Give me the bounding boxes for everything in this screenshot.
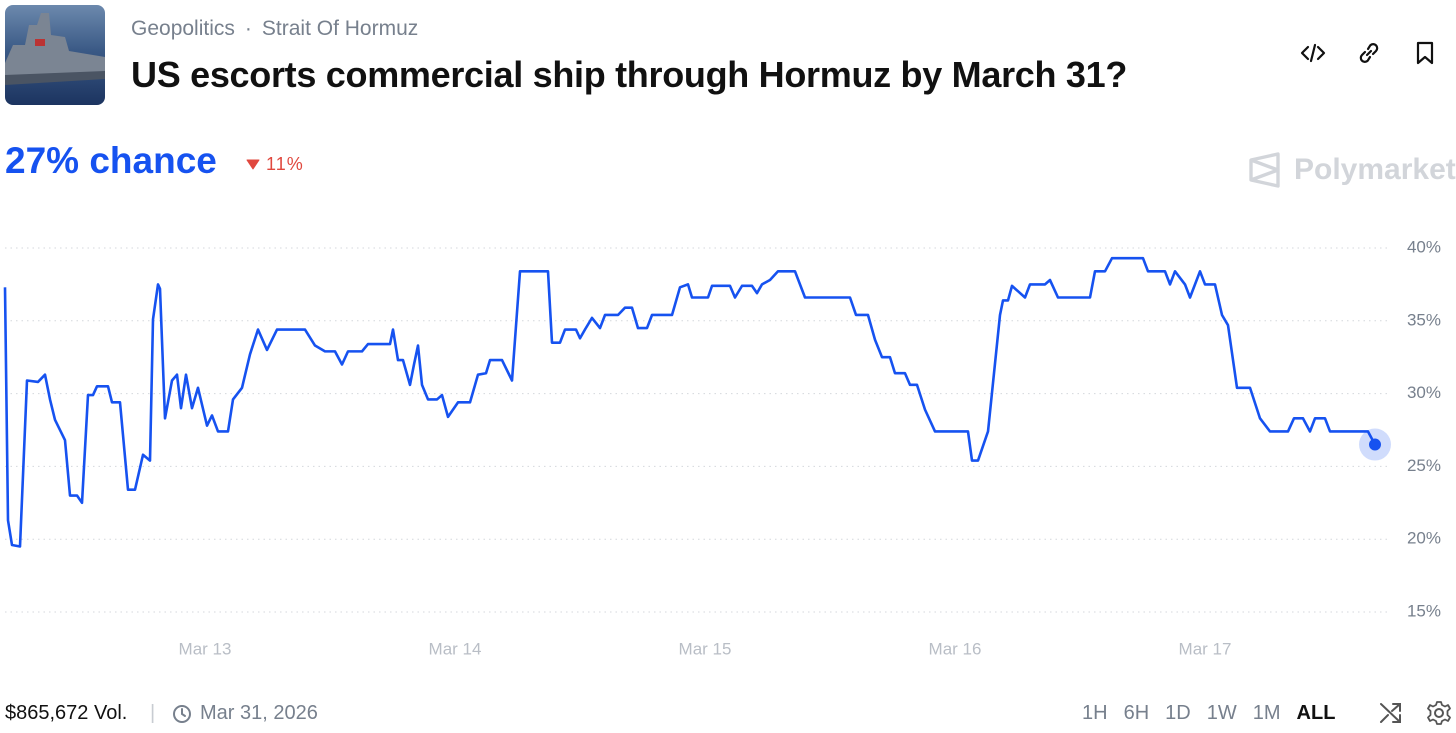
link-button[interactable] bbox=[1356, 40, 1382, 66]
x-tick-label: Mar 13 bbox=[179, 639, 232, 658]
range-selector: 1H 6H 1D 1W 1M ALL bbox=[1082, 702, 1351, 725]
bookmark-button[interactable] bbox=[1412, 40, 1438, 66]
y-tick-label: 35% bbox=[1407, 310, 1441, 329]
range-button[interactable]: 1H bbox=[1082, 702, 1108, 724]
breadcrumb: Geopolitics · Strait Of Hormuz bbox=[131, 17, 418, 41]
separator: · bbox=[244, 17, 252, 40]
change-value: 11% bbox=[266, 154, 304, 174]
y-tick-label: 25% bbox=[1407, 456, 1441, 475]
header-actions bbox=[1300, 40, 1438, 66]
brand-logo bbox=[1249, 152, 1280, 188]
chart-tools bbox=[1378, 700, 1452, 726]
down-arrow bbox=[246, 159, 260, 170]
range-button[interactable]: 1D bbox=[1165, 702, 1191, 724]
price-chart: 40% 35% 30% 25% 20% 15% Mar 13 Mar 14 Mar 15 Mar … bbox=[3, 237, 1441, 658]
compare-button[interactable] bbox=[1378, 700, 1404, 726]
y-tick-label: 20% bbox=[1407, 529, 1441, 548]
x-tick-label: Mar 17 bbox=[1179, 639, 1232, 658]
market-title: US escorts commercial ship through Hormu… bbox=[131, 54, 1128, 95]
settings-button[interactable] bbox=[1426, 700, 1452, 726]
ship-image bbox=[5, 5, 105, 105]
clock-icon bbox=[173, 704, 191, 723]
range-button[interactable]: 6H bbox=[1123, 702, 1150, 724]
brand-name: Polymarket bbox=[1294, 153, 1456, 186]
range-button[interactable]: 1M bbox=[1252, 702, 1281, 724]
subcategory-link[interactable]: Strait Of Hormuz bbox=[261, 17, 419, 40]
probability: 27% chance bbox=[5, 140, 217, 181]
x-tick-label: Mar 16 bbox=[929, 639, 982, 658]
x-tick-label: Mar 14 bbox=[429, 639, 482, 658]
end-date-text: Mar 31, 2026 bbox=[200, 702, 318, 724]
embed-button[interactable] bbox=[1300, 40, 1326, 66]
y-tick-label: 15% bbox=[1407, 601, 1441, 620]
end-date: Mar 31, 2026 bbox=[172, 702, 318, 725]
separator: | bbox=[150, 702, 156, 724]
volume: $865,672 Vol. bbox=[5, 702, 128, 724]
range-button[interactable]: ALL bbox=[1296, 702, 1336, 724]
market-image bbox=[5, 5, 105, 105]
category-link[interactable]: Geopolitics bbox=[131, 17, 235, 40]
y-tick-label: 30% bbox=[1407, 383, 1441, 402]
change: 11% bbox=[246, 154, 304, 175]
brand: Polymarket bbox=[1248, 152, 1456, 188]
x-tick-label: Mar 15 bbox=[679, 639, 732, 658]
range-button[interactable]: 1W bbox=[1206, 702, 1237, 724]
price-line bbox=[3, 256, 1377, 548]
y-tick-label: 40% bbox=[1407, 237, 1441, 256]
current-point bbox=[1369, 438, 1381, 451]
